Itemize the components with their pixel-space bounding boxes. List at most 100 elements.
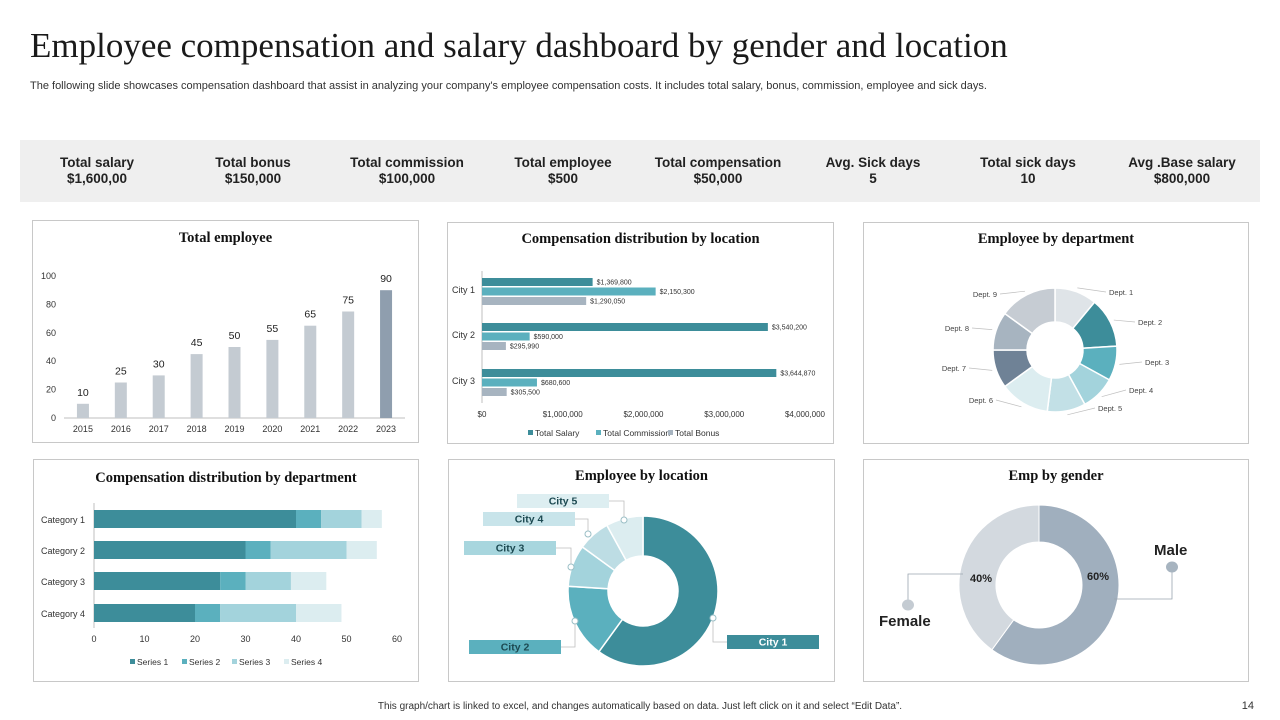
x-tick-label: 2018: [187, 424, 207, 434]
data-label: $3,644,870: [780, 371, 815, 378]
callout-label: City 3: [496, 543, 525, 555]
x-tick-label: 0: [91, 634, 96, 644]
leader-line: [968, 367, 993, 371]
kpi-total-salary: Total salary $1,600,00: [47, 155, 147, 187]
emp-department-panel: Employee by department Dept. 1 Dept. 2 Dep…: [863, 222, 1249, 444]
comp-location-panel: Compensation distribution by location Ci…: [447, 222, 834, 444]
y-tick-label: City 3: [452, 376, 475, 386]
kpi-label: Avg .Base salary: [1128, 155, 1236, 170]
legend-swatch: [284, 659, 289, 664]
bar: [304, 325, 317, 418]
kpi-avg-sick-days: Avg. Sick days 5: [813, 155, 933, 187]
legend-label: Total Salary: [535, 428, 580, 438]
slice-label: Dept. 3: [1145, 358, 1169, 367]
leader-line: [1101, 389, 1127, 398]
leader-line: [1077, 287, 1107, 293]
legend-swatch: [182, 659, 187, 664]
kpi-value: $150,000: [224, 171, 282, 186]
bar: [482, 323, 768, 331]
bar: [190, 354, 203, 418]
kpi-label: Avg. Sick days: [825, 155, 921, 170]
leader-line: [575, 518, 589, 534]
leader-line: [609, 500, 625, 520]
slice-label: Dept. 6: [969, 396, 993, 405]
data-label: 45: [191, 337, 203, 349]
kpi-total-compensation: Total compensation $50,000: [648, 155, 788, 187]
slice-value-label: 60%: [1087, 571, 1109, 583]
leader-dot: [571, 617, 579, 625]
panel-title: Employee by location: [575, 468, 708, 484]
data-label: $1,369,800: [597, 280, 632, 287]
legend-swatch: [528, 430, 533, 435]
kpi-label: Total salary: [59, 155, 135, 170]
leader-line: [556, 547, 572, 567]
legend-label: Total Commission: [603, 428, 670, 438]
bar-segment: [94, 604, 195, 622]
kpi-label: Total sick days: [980, 155, 1076, 170]
emp-department-chart: Dept. 1 Dept. 2 Dept. 3 Dept. 4 Dept. 5 Dept.…: [942, 287, 1169, 416]
emp-gender-panel: Emp by gender 60% 40% Male Female: [863, 459, 1249, 682]
bar-segment: [94, 572, 221, 590]
bar: [380, 290, 393, 418]
data-label: 55: [267, 323, 279, 335]
bar: [482, 332, 530, 341]
bar-segment: [296, 510, 322, 528]
kpi-label: Total employee: [514, 155, 612, 170]
x-tick-label: 40: [291, 634, 301, 644]
x-tick-label: 2021: [300, 424, 320, 434]
leader-line: [1113, 319, 1136, 323]
data-label: $295,990: [510, 344, 539, 351]
leader-dot: [709, 614, 717, 622]
x-tick-label: 2020: [262, 424, 282, 434]
total-employee-panel: Total employee 0 20 40 60 80 100 10 2015 25 2016 3…: [32, 220, 419, 443]
y-tick-label: 80: [46, 299, 56, 309]
leader-line: [1114, 568, 1173, 600]
data-label: 10: [77, 387, 89, 399]
leader-line: [907, 573, 963, 602]
kpi-label: Total commission: [350, 155, 464, 170]
slice-label: Dept. 8: [945, 324, 969, 333]
x-tick-label: 2023: [376, 424, 396, 434]
bar-segment: [94, 541, 246, 559]
bar: [152, 375, 165, 418]
data-label: 30: [153, 358, 165, 370]
donut-slice: [1003, 287, 1056, 335]
donut-slice: [597, 515, 719, 667]
bar-segment: [321, 510, 362, 528]
kpi-value: $100,000: [378, 171, 436, 186]
donut-slice: [991, 504, 1120, 666]
y-tick-label: Category 1: [41, 515, 85, 525]
legend-label: Series 4: [291, 657, 322, 667]
x-tick-label: $1,000,000: [543, 410, 584, 419]
page-number: 14: [1241, 700, 1254, 712]
kpi-value: $50,000: [693, 171, 743, 186]
donut-slice: [958, 504, 1040, 651]
y-tick-label: Category 2: [41, 546, 85, 556]
kpi-value: $500: [547, 171, 579, 186]
data-label: $305,500: [511, 390, 540, 397]
y-tick-label: 60: [46, 328, 56, 338]
legend-swatch: [130, 659, 135, 664]
bar-segment: [94, 510, 296, 528]
leader-line: [1067, 407, 1096, 416]
panel-title: Employee by department: [977, 231, 1135, 247]
bar-segment: [290, 572, 327, 590]
x-tick-label: 2022: [338, 424, 358, 434]
legend-label: Total Bonus: [675, 428, 719, 438]
legend-swatch: [596, 430, 601, 435]
slice-label: Dept. 7: [942, 364, 966, 373]
legend-label: Series 3: [239, 657, 270, 667]
leader-line: [1119, 361, 1143, 365]
slice-label: Dept. 2: [1138, 318, 1162, 327]
comp-department-chart: Category 1 Category 2 Category 3 Category 4…: [41, 503, 402, 667]
bar: [76, 403, 89, 418]
data-label: 65: [304, 309, 316, 321]
bar: [482, 378, 537, 387]
bar-segment: [245, 572, 291, 590]
emp-gender-chart: 60% 40% Male Female: [879, 504, 1187, 666]
y-tick-label: 100: [41, 271, 56, 281]
legend-label: Series 1: [137, 657, 168, 667]
bar: [266, 339, 279, 418]
kpi-label: Total bonus: [215, 155, 291, 170]
